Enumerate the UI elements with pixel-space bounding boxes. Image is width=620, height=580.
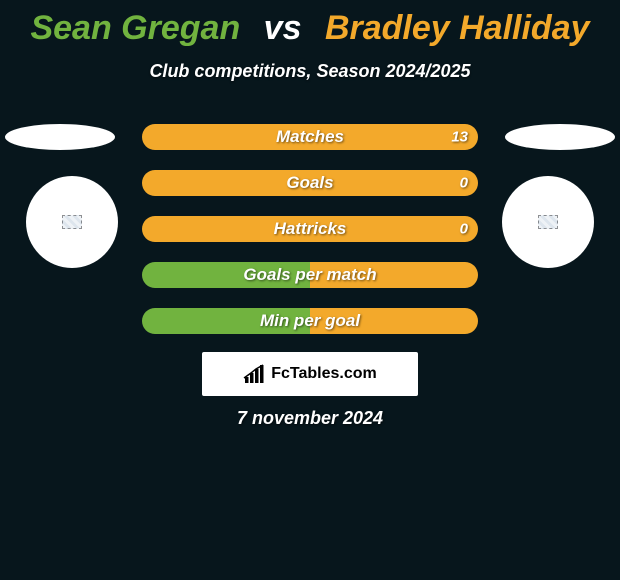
player2-name: Bradley Halliday	[325, 9, 590, 47]
stat-row: Goals 0	[142, 170, 478, 196]
brand-text: FcTables.com	[271, 365, 377, 383]
stat-row: Min per goal	[142, 308, 478, 334]
brand-attribution: FcTables.com	[202, 352, 418, 396]
ellipse-shadow-right	[505, 124, 615, 150]
player1-name: Sean Gregan	[30, 9, 240, 47]
player1-flag-icon	[62, 215, 82, 229]
stat-row: Goals per match	[142, 262, 478, 288]
stat-label: Matches	[276, 127, 344, 147]
stat-row: Matches 13	[142, 124, 478, 150]
player1-avatar	[26, 176, 118, 268]
stat-label: Goals per match	[243, 265, 376, 285]
stat-label: Goals	[286, 173, 333, 193]
stat-label: Hattricks	[274, 219, 347, 239]
subtitle: Club competitions, Season 2024/2025	[0, 61, 620, 82]
ellipse-shadow-left	[5, 124, 115, 150]
stat-value-right: 0	[460, 175, 468, 192]
comparison-title: Sean Gregan vs Bradley Halliday	[0, 0, 620, 47]
date-caption: 7 november 2024	[0, 408, 620, 429]
stat-bars: Matches 13 Goals 0 Hattricks 0 Goals per match…	[142, 124, 478, 354]
stat-value-right: 13	[451, 129, 468, 146]
stat-row: Hattricks 0	[142, 216, 478, 242]
bars-icon	[243, 364, 265, 384]
stat-label: Min per goal	[260, 311, 360, 331]
stat-value-right: 0	[460, 221, 468, 238]
player2-flag-icon	[538, 215, 558, 229]
vs-label: vs	[264, 9, 302, 47]
player2-avatar	[502, 176, 594, 268]
